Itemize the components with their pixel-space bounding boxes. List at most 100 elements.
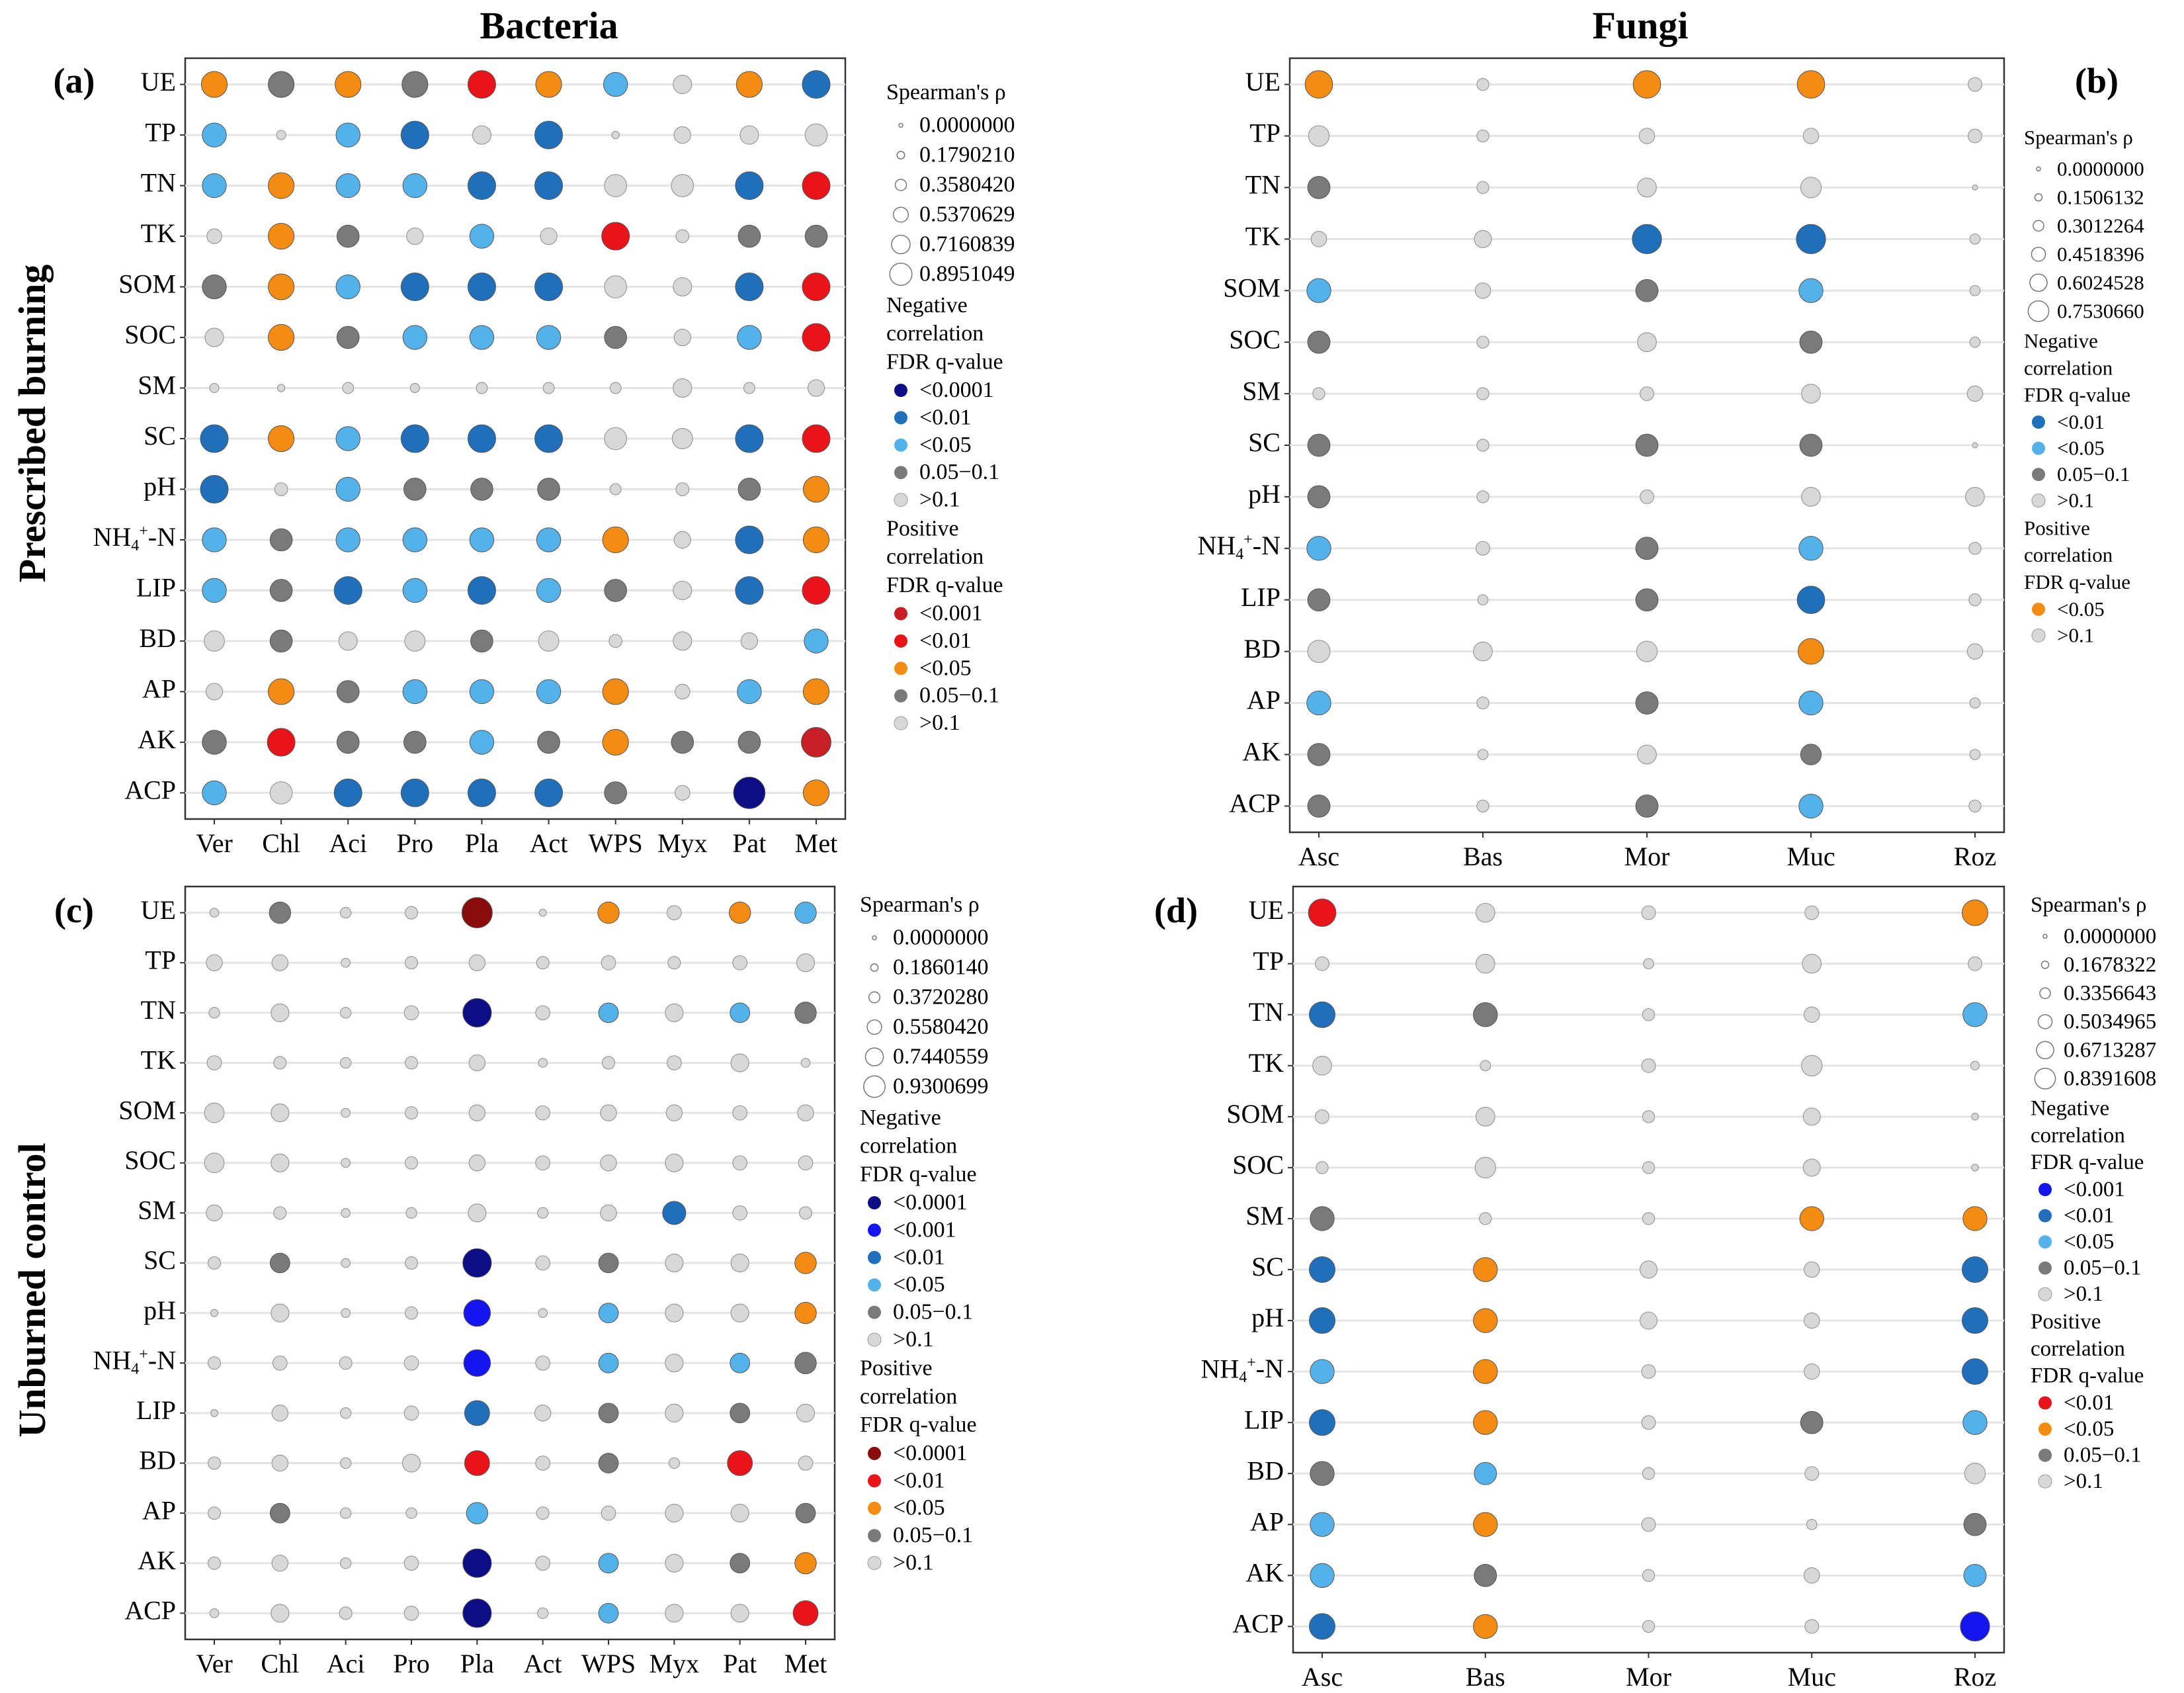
legend-size-marker	[892, 206, 909, 223]
data-point	[202, 527, 227, 552]
legend-size-marker	[894, 179, 907, 191]
data-point	[336, 730, 360, 754]
legend-pos-title: Positive	[886, 516, 959, 541]
legend-neg-marker	[2038, 1287, 2052, 1301]
data-point	[1800, 177, 1822, 198]
data-point	[665, 1403, 684, 1422]
data-point	[1307, 433, 1331, 457]
data-point	[796, 953, 816, 973]
data-point	[204, 630, 226, 652]
data-point	[1310, 1563, 1335, 1588]
data-point	[1971, 1113, 1979, 1121]
y-tick-label: LIP	[1244, 1405, 1284, 1434]
data-point	[404, 1156, 419, 1170]
x-tick-label: Aci	[327, 1649, 365, 1678]
y-tick-label: TK	[141, 1045, 176, 1075]
legend-neg-label: >0.1	[893, 1327, 934, 1352]
chart-panel-3: UE TP TN TK SOM SOC SM SC pH NH4+-N LIP BD AP AK ACP As…	[1154, 885, 2156, 1692]
data-point	[208, 1007, 220, 1019]
data-point	[1310, 1206, 1335, 1231]
panel-label: (d)	[1154, 890, 1198, 930]
legend-pos-marker	[868, 1501, 881, 1515]
x-tick-label: Chl	[262, 828, 300, 858]
data-point	[1309, 1307, 1335, 1334]
data-point	[1965, 487, 1985, 507]
data-point	[1309, 1613, 1335, 1640]
data-point	[740, 632, 759, 650]
data-point	[402, 527, 428, 552]
legend-pos-title: correlation	[2031, 1337, 2125, 1361]
data-point	[461, 897, 493, 929]
legend-pos-title: FDR q-value	[886, 573, 1003, 597]
data-point	[1642, 1008, 1656, 1021]
data-point	[403, 1605, 419, 1621]
data-point	[336, 326, 360, 349]
data-point	[209, 908, 220, 918]
data-point	[1480, 1060, 1491, 1072]
data-point	[1972, 442, 1978, 449]
data-point	[794, 1552, 817, 1575]
y-tick-label: SM	[1245, 1201, 1284, 1231]
y-tick-label: AK	[138, 724, 176, 754]
data-point	[202, 274, 227, 300]
data-point	[598, 1453, 619, 1473]
data-point	[273, 1206, 287, 1220]
legend-pos-label: <0.05	[893, 1496, 945, 1520]
data-point	[339, 1356, 353, 1370]
data-point	[1632, 224, 1662, 254]
y-tick-label: AP	[142, 674, 176, 704]
data-point	[1474, 1563, 1497, 1587]
data-point	[730, 1504, 749, 1523]
x-tick-label: Ver	[196, 1649, 233, 1678]
data-point	[335, 527, 360, 552]
data-point	[795, 1502, 816, 1524]
data-point	[464, 1450, 490, 1476]
data-point	[333, 576, 362, 605]
legend-size-label: 0.5370629	[919, 202, 1015, 227]
legend-size-label: 0.8951049	[919, 262, 1015, 286]
data-point	[600, 1104, 617, 1121]
legend-size-marker	[2034, 1067, 2056, 1090]
legend-neg-marker	[2032, 415, 2045, 429]
y-tick-label: pH	[144, 1295, 176, 1325]
legend-size-label: 0.3720280	[893, 985, 989, 1010]
y-tick-label: BD	[1247, 1455, 1284, 1485]
x-tick-label: Act	[524, 1649, 562, 1678]
data-point	[335, 426, 360, 451]
data-point	[671, 730, 694, 754]
legend-neg-marker	[868, 1278, 881, 1292]
data-point	[403, 478, 427, 501]
legend-pos-title: Positive	[860, 1356, 933, 1381]
data-point	[1635, 279, 1659, 302]
data-point	[1969, 749, 1981, 760]
data-point	[470, 629, 493, 653]
data-point	[467, 778, 496, 807]
data-point	[405, 1207, 417, 1219]
y-tick-label: SC	[1251, 1252, 1284, 1281]
y-tick-label: AP	[1247, 685, 1281, 715]
data-point	[1642, 1110, 1656, 1123]
x-tick-label: Pla	[460, 1649, 494, 1678]
data-point	[1476, 490, 1490, 503]
data-point	[1960, 1611, 1990, 1641]
data-point	[1964, 1463, 1986, 1485]
legend-neg-label: <0.01	[893, 1245, 945, 1270]
data-point	[598, 1403, 619, 1424]
legend-neg-marker	[868, 1305, 881, 1319]
data-point	[598, 1352, 619, 1373]
legend-neg-marker	[2031, 494, 2046, 508]
data-point	[1314, 956, 1329, 971]
legend-pos-label: <0.0001	[893, 1441, 968, 1465]
legend-pos-marker	[894, 607, 907, 621]
data-point	[206, 1204, 223, 1222]
data-point	[665, 1303, 684, 1323]
data-point	[1635, 433, 1659, 457]
data-point	[1966, 385, 1984, 402]
data-point	[1968, 77, 1983, 92]
legend-neg-title: Negative	[860, 1106, 941, 1130]
data-point	[542, 382, 555, 394]
data-point	[1806, 1518, 1818, 1530]
data-point	[202, 578, 227, 603]
data-point	[1796, 586, 1826, 615]
legend-neg-title: Negative	[2024, 329, 2098, 352]
